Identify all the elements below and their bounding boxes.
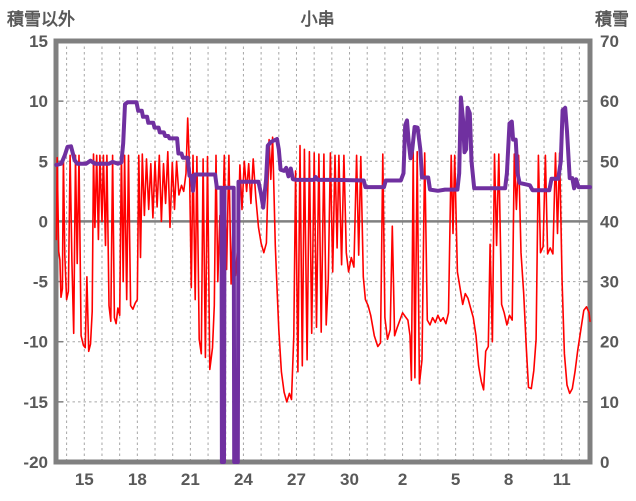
horizontal-gridlines: [56, 100, 590, 403]
x-axis-tick-label: 21: [181, 470, 200, 489]
left-axis-tick-label: -10: [23, 333, 48, 352]
non-snow-series-line: [55, 117, 591, 403]
axis-ticks: [56, 40, 590, 463]
right-axis-title: 積雪: [595, 10, 629, 29]
right-axis-tick-label: 0: [600, 453, 609, 472]
left-axis-tick-label: -20: [23, 453, 48, 472]
left-axis-title: 積雪以外: [7, 10, 75, 29]
chart-title: 小串: [300, 10, 335, 29]
snow-series-line: [54, 95, 592, 464]
right-axis-tick-label: 40: [600, 212, 619, 231]
x-axis-tick-label: 11: [553, 470, 571, 489]
x-axis-tick-label: 5: [451, 470, 460, 489]
x-axis-tick-label: 27: [287, 470, 306, 489]
x-axis-tick-label: 24: [234, 470, 253, 489]
x-axis-tick-label: 8: [504, 470, 513, 489]
x-axis-tick-label: 18: [128, 470, 147, 489]
left-axis-tick-label: 15: [29, 32, 48, 51]
left-axis-tick-label: 5: [39, 152, 48, 171]
right-axis-tick-label: 60: [600, 92, 619, 111]
right-axis-tick-label: 50: [600, 152, 619, 171]
x-axis-tick-label: 30: [340, 470, 359, 489]
x-axis-tick-label: 15: [75, 470, 94, 489]
left-axis-tick-label: 0: [39, 212, 48, 231]
left-axis-tick-label: 10: [29, 92, 48, 111]
right-axis-tick-label: 30: [600, 273, 619, 292]
plot-border: [53, 38, 593, 465]
left-axis-tick-label: -5: [33, 273, 48, 292]
right-axis-tick-label: 10: [600, 393, 619, 412]
right-axis-tick-label: 70: [600, 32, 619, 51]
left-axis-tick-label: -15: [23, 393, 48, 412]
right-axis-tick-label: 20: [600, 333, 619, 352]
x-axis-tick-label: 2: [398, 470, 407, 489]
